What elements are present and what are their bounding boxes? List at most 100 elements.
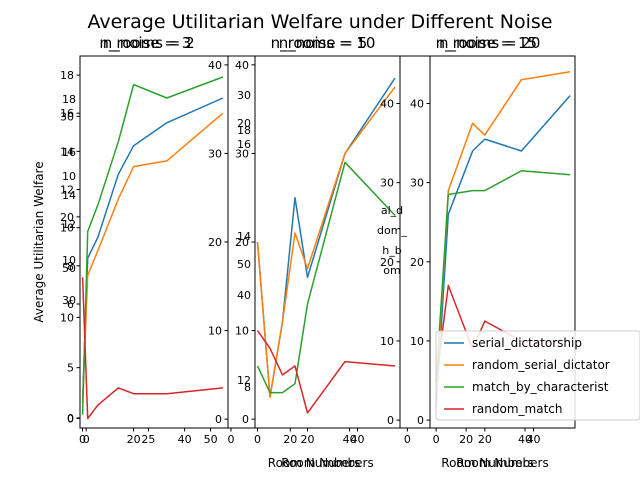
y-tick-label: 5 [67, 362, 74, 375]
legend: serial_dictatorship random_serial_dictato… [435, 330, 640, 421]
x-tick-label: 20 [459, 433, 473, 446]
y-tick-label: 30 [235, 147, 249, 160]
overlay-tick-label: 12 [62, 218, 76, 231]
subplot-title: n_noise = 3 [103, 34, 192, 53]
y-tick-label: 30 [410, 177, 424, 190]
x-tick-label: 0 [79, 433, 86, 446]
overlay-tick-label: 18 [237, 124, 251, 137]
subplot-title: n_noise = 5 [279, 34, 368, 53]
legend-label: random_match [472, 402, 563, 416]
y-tick-label: 10 [380, 335, 394, 348]
overlay-tick-label: 12 [237, 374, 251, 387]
x-axis-label: Room Numbers [268, 456, 360, 470]
x-tick-label: 40 [351, 433, 365, 446]
y-tick-label: 0 [242, 413, 249, 426]
x-axis-label: Room Numbers [281, 456, 373, 470]
y-tick-label: 20 [208, 236, 222, 249]
subplot-title: n_rooms = 10 [271, 34, 376, 53]
y-tick-label: 8 [67, 260, 74, 273]
x-tick-label: 0 [433, 433, 440, 446]
y-axis-label: Average Utilitarian Welfare [32, 161, 46, 322]
overlay-tick-label: 50 [62, 262, 76, 275]
y-tick-label: 10 [410, 335, 424, 348]
y-tick-label: 40 [410, 97, 424, 110]
overlay-tick-label: 50 [237, 258, 251, 271]
stray-legend-text: h_b [382, 244, 401, 257]
y-tick-label: 0 [67, 412, 74, 425]
x-tick-label: 40 [343, 433, 357, 446]
y-tick-label: 40 [380, 97, 394, 110]
overlay-tick-label: 10 [62, 170, 76, 183]
legend-label: serial_dictatorship [472, 336, 582, 350]
subplot-title: n_rooms = 2 [99, 34, 194, 53]
y-tick-label: 30 [208, 147, 222, 160]
y-tick-label: 16 [60, 107, 74, 120]
legend-label: match_by_characterist [472, 380, 609, 394]
stray-legend-text: dom_ [377, 224, 407, 237]
subplot-title: n_noise = 15 [439, 34, 537, 53]
y-tick-label: 40 [208, 59, 222, 72]
overlay-tick-label: 14 [237, 230, 251, 243]
series-line-random_serial_dictatorship [256, 86, 396, 398]
series-line-serial_dictatorship [435, 95, 571, 409]
overlay-tick-label: 14 [62, 189, 76, 202]
x-tick-label: 40 [518, 433, 532, 446]
legend-box [435, 330, 640, 421]
y-tick-label: 0 [417, 414, 424, 427]
stray-legend-text: om [383, 264, 400, 277]
x-tick-label: 0 [254, 433, 261, 446]
overlay-tick-label: 20 [237, 117, 251, 130]
x-tick-label: 20 [478, 433, 492, 446]
overlay-ticks: 101214161810305014161820304050128al_ddom… [62, 89, 407, 394]
x-axis-label: Room Numbers [456, 456, 548, 470]
x-tick-label: 40 [178, 433, 192, 446]
y-tick-label: 20 [380, 256, 394, 269]
x-tick-label: 0 [227, 433, 234, 446]
x-tick-label: 20 [127, 433, 141, 446]
subplot-3: 0 20 40 0 10 20 30 40 n_noise = 5 Room Numbers [208, 34, 401, 470]
y-tick-label: 0 [67, 412, 74, 425]
y-tick-label: 0 [387, 414, 394, 427]
overlay-tick-label: 30 [237, 89, 251, 102]
y-tick-label: 14 [60, 145, 74, 158]
overlay-tick-label: 8 [244, 381, 251, 394]
y-tick-label: 10 [60, 222, 74, 235]
series-line-random_serial_dictatorship [81, 112, 224, 404]
overlay-tick-label: 40 [237, 289, 251, 302]
overlay-tick-label: 16 [237, 138, 251, 151]
y-tick-label: 10 [235, 325, 249, 338]
series-line-random_match [81, 277, 223, 420]
series-line-match_by_characteristics [435, 170, 571, 381]
legend-label: random_serial_dictator [472, 358, 610, 372]
y-tick-label: 20 [60, 211, 74, 224]
y-tick-label: 10 [60, 311, 74, 324]
y-tick-label: 20 [235, 236, 249, 249]
y-tick-label: 12 [60, 184, 74, 197]
overlay-tick-label: 18 [62, 93, 76, 106]
x-tick-label: 40 [527, 433, 541, 446]
series-line-random_match [256, 330, 396, 414]
figure-title: Average Utilitarian Welfare under Differ… [88, 11, 553, 33]
x-tick-label: 0 [404, 433, 411, 446]
x-tick-label: 25 [141, 433, 155, 446]
axes-frame [399, 55, 576, 429]
subplot-2: 0 20 40 0 10 20 30 40 n_rooms = 10 Room Numbers [235, 34, 401, 470]
y-tick-label: 30 [60, 110, 74, 123]
x-tick-label: 20 [283, 433, 297, 446]
y-tick-label: 0 [215, 413, 222, 426]
x-axis-label: Room Numbers [441, 456, 533, 470]
overlay-tick-label: 10 [62, 254, 76, 267]
x-tick-label: 50 [204, 433, 218, 446]
subplot-title: n_rooms = 20 [436, 34, 541, 53]
subplot-5: 0 20 40 0 10 20 30 40 n_noise = 15 Room Numbers [380, 34, 576, 470]
overlay-tick-label: 16 [62, 146, 76, 159]
y-tick-label: 40 [235, 59, 249, 72]
overlay-tick-label: 30 [62, 294, 76, 307]
x-tick-label: 20 [301, 433, 315, 446]
y-tick-label: 6 [67, 298, 74, 311]
x-tick-label: 0 [83, 433, 90, 446]
